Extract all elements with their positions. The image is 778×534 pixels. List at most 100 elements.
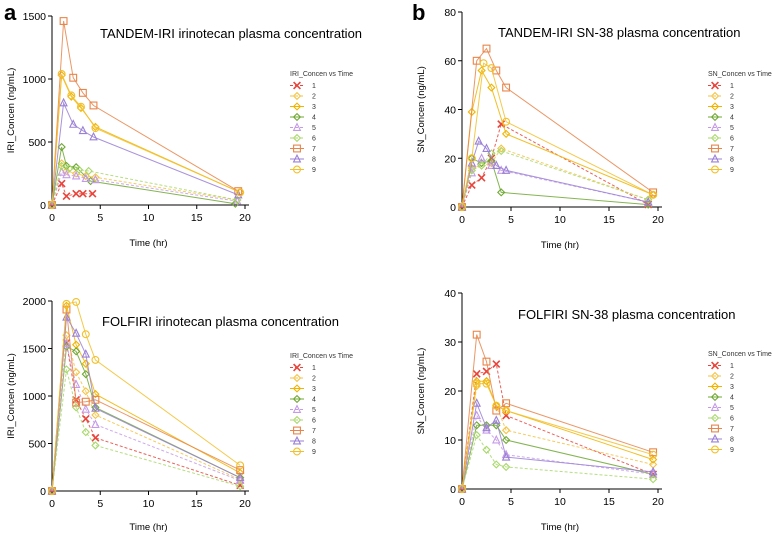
series-line (461, 380, 654, 490)
data-point (81, 397, 90, 406)
series-line (461, 380, 654, 490)
data-point (71, 368, 81, 377)
data-point (648, 469, 658, 478)
data-point (78, 125, 88, 135)
data-point (649, 450, 658, 459)
data-point (487, 64, 496, 73)
series-5 (47, 338, 245, 495)
data-point (477, 158, 486, 168)
data-point (482, 44, 491, 53)
x-tick-label: 0 (49, 212, 55, 224)
legend-item-label: 2 (312, 94, 316, 101)
data-point (472, 56, 481, 65)
legend-marker (711, 361, 719, 370)
series-7 (48, 305, 245, 495)
series-line (461, 123, 649, 208)
data-point (643, 196, 653, 206)
data-point (91, 410, 100, 420)
series-3 (457, 377, 658, 494)
data-point (81, 359, 90, 368)
data-point (68, 119, 78, 128)
x-tick-label: 20 (239, 498, 251, 510)
data-point (458, 485, 466, 493)
series-8 (47, 97, 243, 209)
legend-marker (292, 102, 302, 111)
y-tick-label: 40 (444, 288, 456, 300)
data-point (492, 66, 501, 75)
y-tick-label: 20 (444, 386, 456, 398)
legend-item-label: 7 (730, 146, 734, 153)
chart-folfiri-irinotecan: FOLFIRI irinotecan plasma concentration 0… (6, 296, 353, 533)
series-line (51, 315, 241, 492)
data-point (236, 461, 245, 470)
data-point (649, 188, 658, 197)
data-point (487, 156, 496, 165)
x-axis-label: Time (hr) (541, 240, 579, 251)
data-point (69, 73, 78, 82)
data-point (81, 173, 91, 182)
data-point (472, 381, 481, 391)
series-6 (47, 161, 242, 210)
data-point (501, 165, 511, 174)
data-point (57, 161, 66, 171)
data-point (72, 398, 81, 407)
legend-marker (711, 81, 719, 90)
data-point (59, 17, 68, 25)
legend-item-label: 6 (312, 418, 316, 425)
legend-marker (292, 112, 302, 122)
legend-title: SN_Concen vs Time (708, 351, 772, 358)
y-axis-label: SN_Concen (ng/mL) (416, 348, 427, 435)
legend-title: IRI_Concen vs Time (290, 71, 353, 78)
data-point (492, 401, 501, 410)
series-8 (457, 398, 658, 493)
legend: IRI_Concen vs Time 1 2 3 4 5 6 7 8 9 (290, 353, 353, 456)
series-line (51, 73, 241, 206)
legend-item-label: 3 (730, 384, 734, 391)
data-point (59, 97, 68, 107)
panel-label-a: a (4, 0, 17, 25)
y-tick-label: 2000 (23, 296, 47, 308)
data-point (48, 201, 56, 209)
legend-marker (711, 165, 719, 174)
data-point (472, 430, 481, 440)
y-tick-label: 30 (444, 337, 456, 349)
series-line (51, 305, 241, 492)
x-tick-label: 5 (508, 214, 514, 226)
y-axis-label: IRI_Concen (ng/mL) (6, 353, 17, 439)
legend-marker (293, 165, 301, 174)
series-line (51, 20, 239, 206)
data-point (492, 415, 501, 424)
series-1 (48, 338, 245, 495)
y-axis-label: SN_Concen (ng/mL) (416, 66, 427, 153)
legend-item-label: 1 (730, 363, 734, 370)
chart-title: FOLFIRI SN-38 plasma concentration (518, 307, 735, 322)
y-tick-label: 1500 (23, 11, 47, 23)
y-tick-label: 80 (444, 7, 456, 19)
data-point (648, 455, 658, 464)
data-point (235, 472, 245, 482)
y-tick-label: 500 (28, 439, 46, 451)
data-point (91, 441, 100, 450)
legend-item-label: 8 (730, 437, 734, 444)
data-point (88, 189, 97, 198)
data-point (81, 369, 90, 379)
series-line (461, 157, 649, 208)
x-axis-label: Time (hr) (129, 522, 167, 533)
data-point (644, 195, 653, 204)
y-tick-label: 0 (450, 202, 456, 214)
data-point (91, 173, 100, 182)
legend-marker (710, 133, 720, 143)
data-point (81, 427, 90, 437)
series-line (461, 383, 654, 490)
data-point (496, 165, 506, 174)
series-9 (48, 70, 245, 209)
x-tick-label: 15 (603, 496, 615, 508)
legend-marker (292, 404, 302, 413)
x-tick-label: 10 (554, 496, 566, 508)
series-line (461, 401, 654, 490)
legend-title: IRI_Concen vs Time (290, 353, 353, 360)
data-point (91, 433, 100, 442)
chart-title: FOLFIRI irinotecan plasma concentration (102, 314, 339, 329)
